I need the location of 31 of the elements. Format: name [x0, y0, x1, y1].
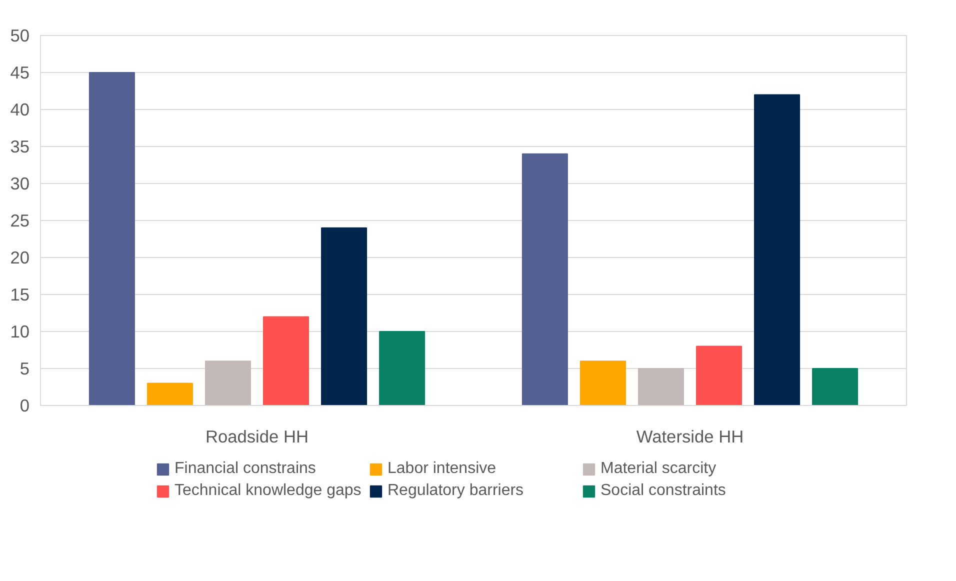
y-tick-label: 40	[10, 100, 30, 120]
legend-label: Regulatory barriers	[388, 482, 525, 500]
bar	[204, 360, 252, 406]
y-tick-label: 10	[10, 322, 30, 342]
bar	[146, 382, 193, 406]
legend-label: Material scarcity	[600, 460, 718, 478]
x-tick-label: Roadside HH	[205, 426, 309, 446]
bar	[754, 94, 800, 406]
x-tick-label: Waterside HH	[636, 426, 744, 446]
bar	[812, 368, 858, 406]
y-tick-label: 5	[20, 358, 30, 378]
bar	[638, 368, 684, 406]
bar	[262, 316, 310, 406]
legend-label: Financial constrains	[174, 460, 317, 478]
y-tick-label: 0	[20, 396, 30, 416]
legend-label: Social constraints	[600, 482, 727, 500]
y-tick-label: 20	[10, 248, 30, 268]
y-tick-label: 25	[10, 210, 30, 230]
bar	[379, 331, 426, 406]
y-tick-label: 15	[10, 284, 30, 304]
legend-label: Labor intensive	[388, 460, 498, 478]
y-tick-label: 50	[10, 26, 30, 46]
bar	[522, 153, 568, 406]
legend-label: Technical knowledge gaps	[174, 482, 362, 500]
bar	[88, 72, 135, 406]
bar	[696, 346, 742, 406]
bar	[321, 227, 368, 406]
y-tick-label: 45	[10, 62, 30, 82]
y-tick-label: 30	[10, 174, 30, 194]
y-tick-label: 35	[10, 136, 30, 156]
bar	[580, 360, 626, 406]
